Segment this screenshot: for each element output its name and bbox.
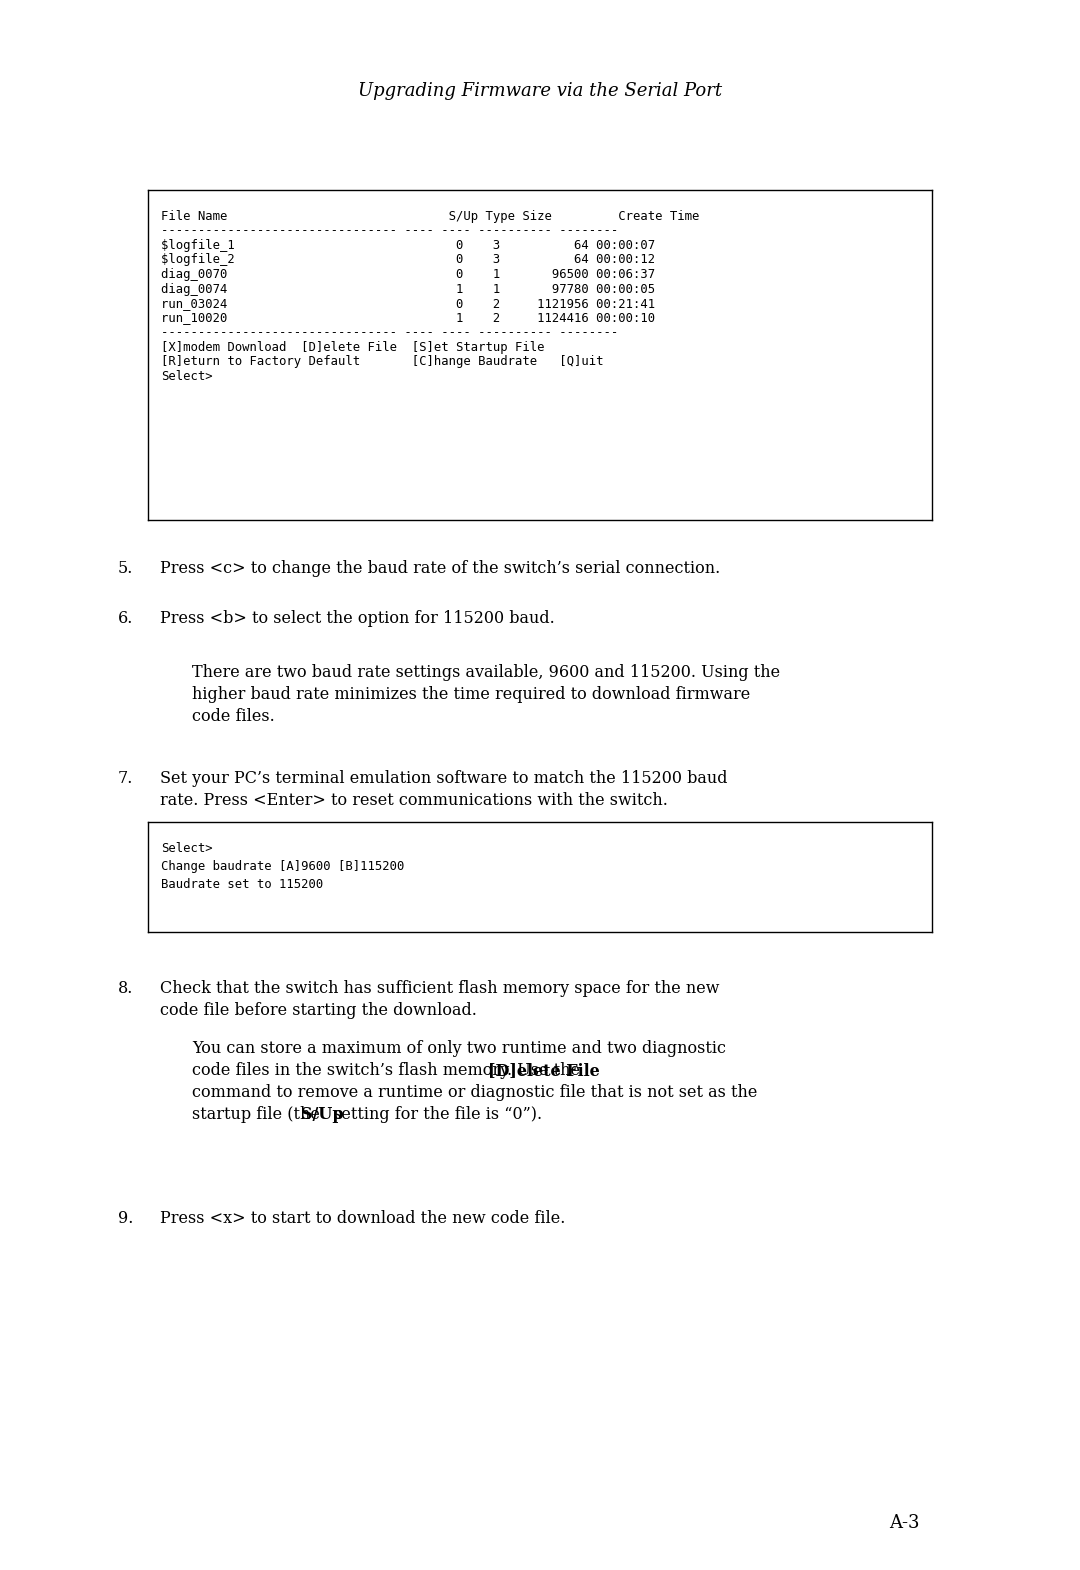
Text: [D]elete File: [D]elete File xyxy=(488,1061,600,1079)
Text: diag_0074                               1    1       97780 00:00:05: diag_0074 1 1 97780 00:00:05 xyxy=(161,283,656,295)
Text: File Name                              S/Up Type Size         Create Time: File Name S/Up Type Size Create Time xyxy=(161,210,700,223)
Text: run_03024                               0    2     1121956 00:21:41: run_03024 0 2 1121956 00:21:41 xyxy=(161,297,656,309)
Text: Upgrading Firmware via the Serial Port: Upgrading Firmware via the Serial Port xyxy=(357,82,723,100)
Text: -------------------------------- ---- ---- ---------- --------: -------------------------------- ---- --… xyxy=(161,327,618,339)
Text: rate. Press <Enter> to reset communications with the switch.: rate. Press <Enter> to reset communicati… xyxy=(160,791,667,809)
Text: Press <c> to change the baud rate of the switch’s serial connection.: Press <c> to change the baud rate of the… xyxy=(160,560,720,578)
Text: setting for the file is “0”).: setting for the file is “0”). xyxy=(328,1105,542,1123)
Text: Press <b> to select the option for 115200 baud.: Press <b> to select the option for 11520… xyxy=(160,611,555,626)
Text: $logfile_2                              0    3          64 00:00:12: $logfile_2 0 3 64 00:00:12 xyxy=(161,253,656,267)
Text: diag_0070                               0    1       96500 00:06:37: diag_0070 0 1 96500 00:06:37 xyxy=(161,268,656,281)
Text: 8.: 8. xyxy=(118,980,133,997)
Text: A-3: A-3 xyxy=(890,1513,920,1532)
Text: code files in the switch’s flash memory. Use the: code files in the switch’s flash memory.… xyxy=(192,1061,585,1079)
Text: 6.: 6. xyxy=(118,611,133,626)
Text: code files.: code files. xyxy=(192,708,274,725)
Text: Set your PC’s terminal emulation software to match the 115200 baud: Set your PC’s terminal emulation softwar… xyxy=(160,769,728,787)
Text: startup file (the: startup file (the xyxy=(192,1105,325,1123)
Text: command to remove a runtime or diagnostic file that is not set as the: command to remove a runtime or diagnosti… xyxy=(192,1083,757,1101)
Text: Select>: Select> xyxy=(161,369,213,383)
Text: There are two baud rate settings available, 9600 and 115200. Using the: There are two baud rate settings availab… xyxy=(192,664,780,681)
Text: -------------------------------- ---- ---- ---------- --------: -------------------------------- ---- --… xyxy=(161,225,618,237)
Text: Baudrate set to 115200: Baudrate set to 115200 xyxy=(161,878,323,892)
Text: 7.: 7. xyxy=(118,769,133,787)
Text: Change baudrate [A]9600 [B]115200: Change baudrate [A]9600 [B]115200 xyxy=(161,860,404,873)
Text: code file before starting the download.: code file before starting the download. xyxy=(160,1002,477,1019)
Text: $logfile_1                              0    3          64 00:00:07: $logfile_1 0 3 64 00:00:07 xyxy=(161,239,656,253)
Text: run_10020                               1    2     1124416 00:00:10: run_10020 1 2 1124416 00:00:10 xyxy=(161,311,656,325)
Text: higher baud rate minimizes the time required to download firmware: higher baud rate minimizes the time requ… xyxy=(192,686,751,703)
Text: [X]modem Download  [D]elete File  [S]et Startup File: [X]modem Download [D]elete File [S]et St… xyxy=(161,341,544,353)
Text: Check that the switch has sufficient flash memory space for the new: Check that the switch has sufficient fla… xyxy=(160,980,719,997)
Text: 9.: 9. xyxy=(118,1210,133,1228)
Text: [R]eturn to Factory Default       [C]hange Baudrate   [Q]uit: [R]eturn to Factory Default [C]hange Bau… xyxy=(161,355,604,367)
Text: You can store a maximum of only two runtime and two diagnostic: You can store a maximum of only two runt… xyxy=(192,1039,726,1057)
Text: Select>: Select> xyxy=(161,842,213,856)
Text: S/Up: S/Up xyxy=(301,1105,343,1123)
Text: 5.: 5. xyxy=(118,560,133,578)
Text: Press <x> to start to download the new code file.: Press <x> to start to download the new c… xyxy=(160,1210,565,1228)
